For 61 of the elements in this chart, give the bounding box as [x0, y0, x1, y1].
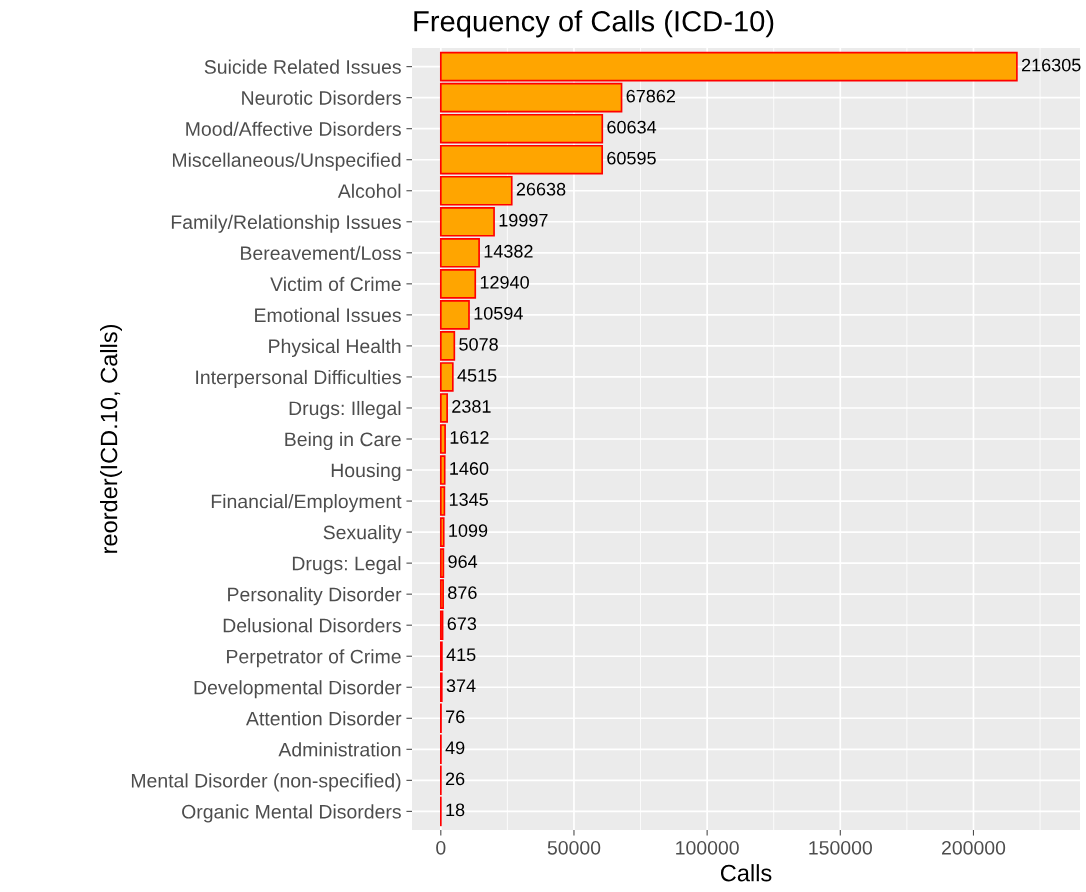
data-label: 67862	[626, 89, 676, 103]
y-tick-label: Being in Care	[285, 431, 401, 451]
y-tick-label: Victim of Crime	[270, 276, 401, 292]
data-label: 5078	[459, 337, 498, 351]
y-tick-label: Family/Relationship Issues	[171, 214, 401, 233]
bar	[439, 51, 1018, 82]
y-tick-label: Interpersonal Difficulties	[196, 369, 401, 389]
data-label: 26638	[516, 182, 566, 196]
data-label: 18	[446, 803, 465, 817]
data-label: 60595	[607, 151, 656, 165]
chart-title: Frequency of Calls (ICD-10)	[414, 10, 774, 38]
data-label: 1099	[449, 524, 488, 537]
data-label: 673	[447, 617, 477, 631]
data-label: 26	[445, 772, 465, 786]
data-label: 49	[445, 741, 465, 755]
data-label: 19997	[499, 213, 548, 227]
data-label: 1460	[450, 462, 489, 475]
bar	[439, 82, 623, 113]
data-label: 876	[448, 586, 477, 600]
y-tick-label: Perpetrator of Crime	[227, 649, 401, 668]
data-label: 1612	[450, 431, 489, 444]
y-tick-label: Developmental Disorder	[194, 680, 402, 699]
y-tick-label: Alcohol	[337, 183, 401, 198]
y-tick-label: Delusional Disorders	[223, 618, 401, 633]
data-label: 14382	[484, 244, 533, 258]
y-tick-label: Housing	[331, 462, 401, 482]
y-tick-label: Bereavement/Loss	[241, 245, 401, 261]
data-label: 10594	[474, 306, 523, 320]
x-tick-label: 100000	[676, 840, 739, 855]
y-tick-label: Sexuality	[323, 525, 402, 544]
y-axis-title: reorder(ICD.10, Calls)	[100, 325, 122, 553]
y-tick-label: Miscellaneous/Unspecified	[172, 152, 401, 171]
y-tick-label: Physical Health	[269, 338, 401, 357]
data-label: 60634	[607, 120, 657, 134]
data-label: 4515	[457, 369, 497, 382]
y-tick-label: Financial/Employment	[211, 494, 402, 513]
y-tick-label: Personality Disorder	[228, 587, 402, 606]
y-tick-label: Attention Disorder	[246, 711, 402, 726]
y-tick-label: Neurotic Disorders	[242, 90, 401, 105]
data-label: 964	[448, 555, 478, 568]
data-label: 415	[446, 648, 476, 662]
y-tick-label: Emotional Issues	[255, 307, 401, 323]
bar	[439, 113, 604, 144]
x-tick-label: 50000	[547, 840, 601, 855]
y-tick-label: Drugs: Illegal	[289, 400, 401, 420]
x-axis-title: Calls	[720, 864, 772, 882]
data-label: 374	[446, 679, 476, 693]
y-tick-label: Mood/Affective Disorders	[186, 121, 401, 136]
y-tick-label: Drugs: Legal	[292, 556, 401, 575]
data-label: 12940	[480, 275, 529, 289]
data-label: 2381	[452, 400, 491, 413]
y-tick-label: Suicide Related Issues	[204, 59, 401, 74]
x-tick-label: 0	[436, 840, 446, 855]
data-label: 76	[446, 710, 465, 724]
x-tick-label: 200000	[942, 840, 1006, 855]
y-tick-label: Mental Disorder (non-specified)	[131, 773, 401, 792]
x-tick-label: 150000	[809, 840, 872, 855]
y-tick-label: Organic Mental Disorders	[182, 804, 401, 823]
data-label: 1345	[449, 493, 488, 506]
y-tick-label: Administration	[278, 742, 401, 757]
data-label: 216305	[1021, 58, 1081, 72]
